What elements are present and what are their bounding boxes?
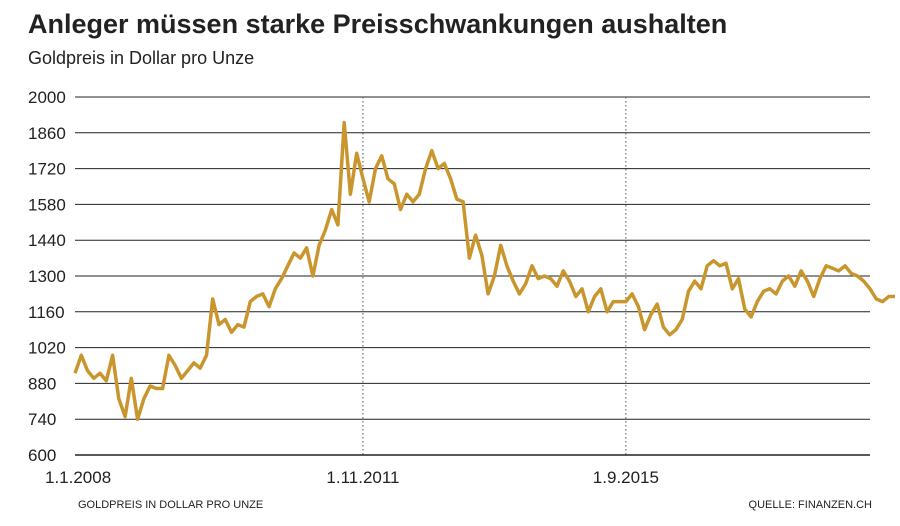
- data-line: [73, 120, 895, 421]
- footer-note: GOLDPREIS IN DOLLAR PRO UNZE: [78, 499, 263, 511]
- y-tick-label: 600: [28, 446, 56, 465]
- x-tick-label: 1.9.2015: [593, 468, 659, 487]
- y-tick-label: 1580: [28, 195, 66, 214]
- y-tick-label: 1860: [28, 124, 66, 143]
- y-tick-label: 880: [28, 374, 56, 393]
- y-tick-label: 740: [28, 410, 56, 429]
- x-tick-label: 1.11.2011: [326, 468, 399, 487]
- chart-subtitle: Goldpreis in Dollar pro Unze: [28, 48, 254, 68]
- y-tick-label: 1020: [28, 339, 66, 358]
- y-tick-label: 1720: [28, 160, 66, 179]
- y-tick-label: 2000: [28, 88, 66, 107]
- x-tick-label: 1.1.2008: [45, 468, 111, 487]
- y-tick-label: 1160: [28, 303, 65, 322]
- chart-title: Anleger müssen starke Preisschwankungen …: [28, 9, 727, 39]
- y-tick-label: 1440: [28, 231, 66, 250]
- source: QUELLE: FINANZEN.CH: [749, 499, 873, 511]
- y-tick-label: 1300: [28, 267, 66, 286]
